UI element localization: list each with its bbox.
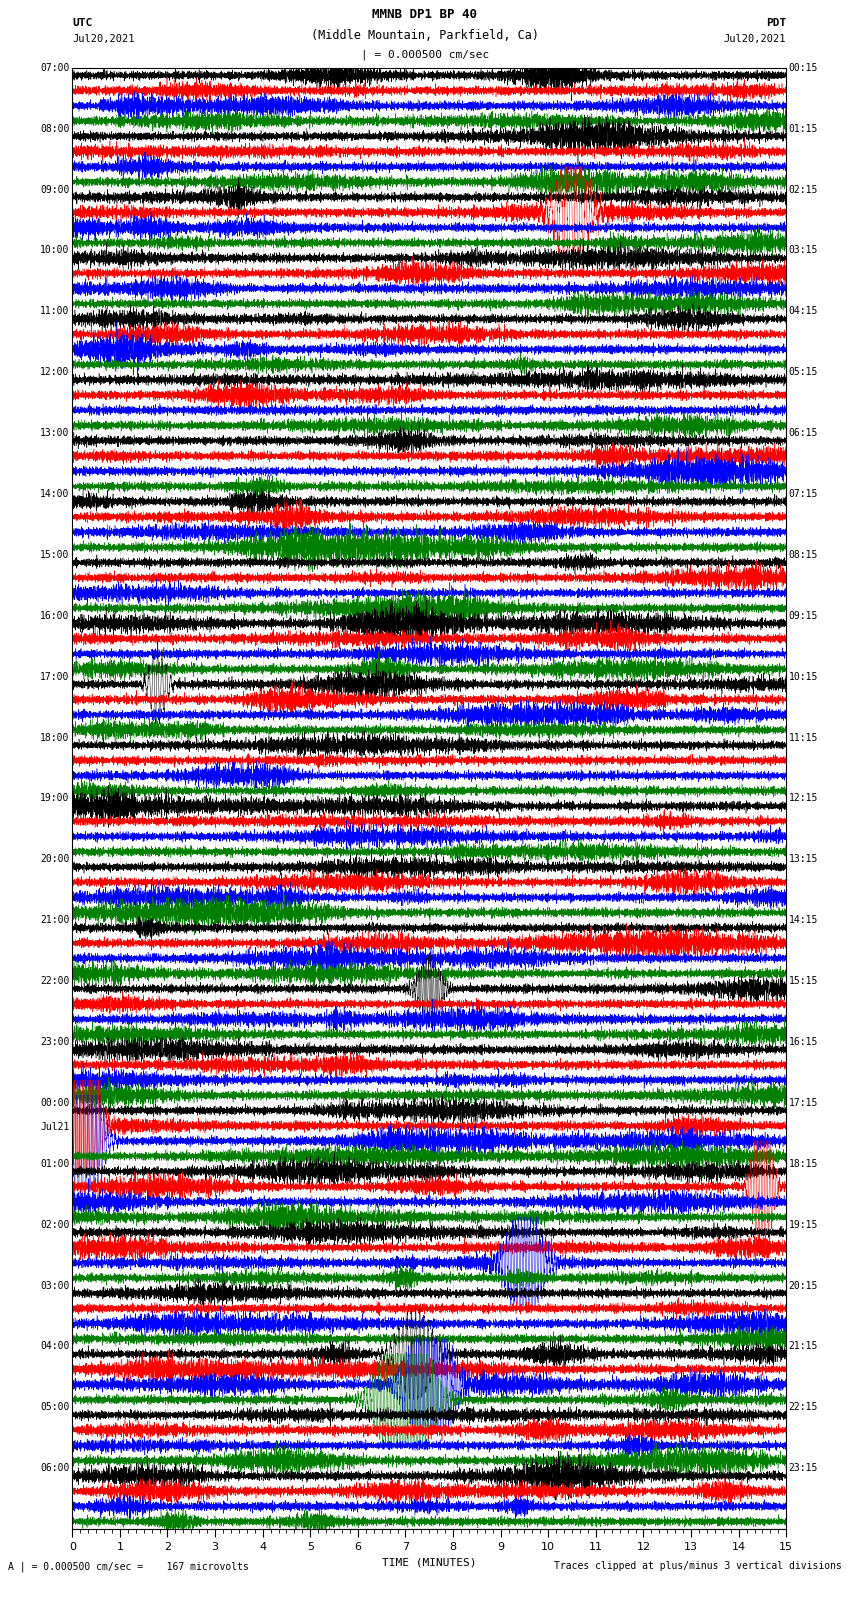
Text: 20:00: 20:00 [40, 855, 70, 865]
Text: Jul20,2021: Jul20,2021 [723, 34, 786, 44]
Text: 04:15: 04:15 [789, 306, 819, 316]
Text: 14:15: 14:15 [789, 915, 819, 926]
Text: 01:00: 01:00 [40, 1158, 70, 1169]
Text: 15:15: 15:15 [789, 976, 819, 986]
Text: 14:00: 14:00 [40, 489, 70, 498]
Text: 21:00: 21:00 [40, 915, 70, 926]
Text: Traces clipped at plus/minus 3 vertical divisions: Traces clipped at plus/minus 3 vertical … [553, 1561, 842, 1571]
Text: 09:00: 09:00 [40, 184, 70, 195]
Text: 22:15: 22:15 [789, 1402, 819, 1413]
Text: 00:00: 00:00 [40, 1098, 70, 1108]
Text: 09:15: 09:15 [789, 611, 819, 621]
Text: UTC: UTC [72, 18, 93, 27]
Text: MMNB DP1 BP 40: MMNB DP1 BP 40 [372, 8, 478, 21]
Text: Jul21: Jul21 [40, 1123, 70, 1132]
Text: 16:00: 16:00 [40, 611, 70, 621]
Text: 17:00: 17:00 [40, 671, 70, 682]
Text: 22:00: 22:00 [40, 976, 70, 986]
Text: 21:15: 21:15 [789, 1342, 819, 1352]
Text: 05:00: 05:00 [40, 1402, 70, 1413]
Text: 16:15: 16:15 [789, 1037, 819, 1047]
Text: 12:00: 12:00 [40, 368, 70, 377]
X-axis label: TIME (MINUTES): TIME (MINUTES) [382, 1557, 477, 1568]
Text: 19:15: 19:15 [789, 1219, 819, 1229]
Text: 03:00: 03:00 [40, 1281, 70, 1290]
Text: 06:00: 06:00 [40, 1463, 70, 1473]
Text: 11:15: 11:15 [789, 732, 819, 742]
Text: (Middle Mountain, Parkfield, Ca): (Middle Mountain, Parkfield, Ca) [311, 29, 539, 42]
Text: 19:00: 19:00 [40, 794, 70, 803]
Text: 07:00: 07:00 [40, 63, 70, 73]
Text: 05:15: 05:15 [789, 368, 819, 377]
Text: 00:15: 00:15 [789, 63, 819, 73]
Text: 08:00: 08:00 [40, 124, 70, 134]
Text: A | = 0.000500 cm/sec =    167 microvolts: A | = 0.000500 cm/sec = 167 microvolts [8, 1561, 249, 1573]
Text: 18:15: 18:15 [789, 1158, 819, 1169]
Text: 04:00: 04:00 [40, 1342, 70, 1352]
Text: 15:00: 15:00 [40, 550, 70, 560]
Text: 07:15: 07:15 [789, 489, 819, 498]
Text: 20:15: 20:15 [789, 1281, 819, 1290]
Text: 18:00: 18:00 [40, 732, 70, 742]
Text: 11:00: 11:00 [40, 306, 70, 316]
Text: 10:00: 10:00 [40, 245, 70, 255]
Text: 13:00: 13:00 [40, 427, 70, 439]
Text: 02:00: 02:00 [40, 1219, 70, 1229]
Text: 13:15: 13:15 [789, 855, 819, 865]
Text: 23:00: 23:00 [40, 1037, 70, 1047]
Text: 17:15: 17:15 [789, 1098, 819, 1108]
Text: 10:15: 10:15 [789, 671, 819, 682]
Text: Jul20,2021: Jul20,2021 [72, 34, 135, 44]
Text: 23:15: 23:15 [789, 1463, 819, 1473]
Text: 06:15: 06:15 [789, 427, 819, 439]
Text: | = 0.000500 cm/sec: | = 0.000500 cm/sec [361, 50, 489, 60]
Text: 02:15: 02:15 [789, 184, 819, 195]
Text: PDT: PDT [766, 18, 786, 27]
Text: 01:15: 01:15 [789, 124, 819, 134]
Text: 08:15: 08:15 [789, 550, 819, 560]
Text: 12:15: 12:15 [789, 794, 819, 803]
Text: 03:15: 03:15 [789, 245, 819, 255]
